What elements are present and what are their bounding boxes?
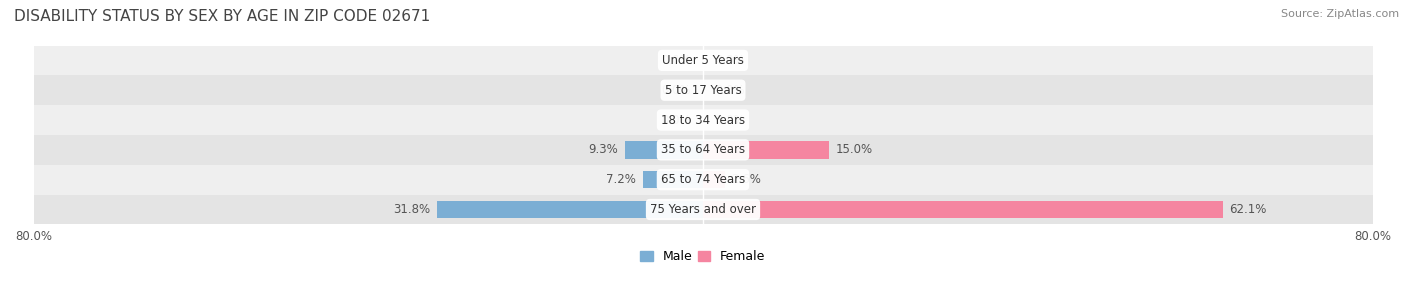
Bar [34, 105, 1372, 135]
Bar [34, 135, 1372, 165]
Bar [34, 165, 1372, 195]
Text: 5 to 17 Years: 5 to 17 Years [665, 84, 741, 97]
Text: 15.0%: 15.0% [835, 143, 872, 156]
Text: Source: ZipAtlas.com: Source: ZipAtlas.com [1281, 9, 1399, 19]
Text: 0.0%: 0.0% [716, 113, 745, 127]
Bar [703, 201, 1223, 218]
Text: DISABILITY STATUS BY SEX BY AGE IN ZIP CODE 02671: DISABILITY STATUS BY SEX BY AGE IN ZIP C… [14, 9, 430, 24]
Text: 35 to 64 Years: 35 to 64 Years [661, 143, 745, 156]
Text: 0.0%: 0.0% [716, 84, 745, 97]
Text: Under 5 Years: Under 5 Years [662, 54, 744, 67]
Text: 0.0%: 0.0% [716, 54, 745, 67]
Bar [703, 141, 828, 159]
Text: 0.0%: 0.0% [661, 54, 690, 67]
Bar [626, 141, 703, 159]
Bar [34, 195, 1372, 224]
Text: 2.6%: 2.6% [731, 173, 761, 186]
Bar [437, 201, 703, 218]
Text: 18 to 34 Years: 18 to 34 Years [661, 113, 745, 127]
Bar [34, 75, 1372, 105]
Text: 31.8%: 31.8% [394, 203, 430, 216]
Bar [34, 45, 1372, 75]
Text: 0.0%: 0.0% [661, 113, 690, 127]
Legend: Male, Female: Male, Female [636, 245, 770, 268]
Text: 7.2%: 7.2% [606, 173, 636, 186]
Text: 75 Years and over: 75 Years and over [650, 203, 756, 216]
Text: 62.1%: 62.1% [1229, 203, 1267, 216]
Bar [643, 171, 703, 188]
Text: 65 to 74 Years: 65 to 74 Years [661, 173, 745, 186]
Bar [703, 171, 724, 188]
Text: 9.3%: 9.3% [589, 143, 619, 156]
Text: 0.0%: 0.0% [661, 84, 690, 97]
